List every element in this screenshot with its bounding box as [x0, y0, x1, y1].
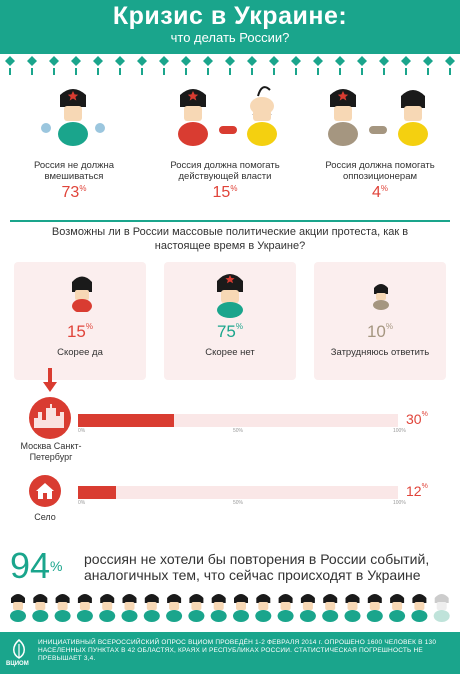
- ornament-motif: [5, 56, 15, 75]
- city-icon: [29, 397, 71, 439]
- answer-card-unsure: 10% Затрудняюсь ответить: [314, 262, 446, 380]
- person-icon: [32, 594, 49, 622]
- bar-value-label: 12%: [406, 483, 428, 499]
- ornament-motif: [357, 56, 367, 75]
- ornament-motif: [225, 56, 235, 75]
- option-2-value: 15%: [212, 184, 238, 201]
- ornament-motif: [137, 56, 147, 75]
- page-subtitle: что делать России?: [170, 30, 290, 45]
- person-icon: [10, 594, 26, 622]
- ornament-motif: [269, 56, 279, 75]
- person-icon: [143, 594, 160, 622]
- tick-label: 50%: [233, 500, 244, 506]
- location-city-label: Москва Санкт-Петербург: [20, 441, 82, 462]
- statement-value: 94%: [10, 545, 63, 586]
- person-icon: [322, 594, 339, 622]
- answer-unsure-label: Затрудняюсь ответить: [330, 347, 430, 358]
- person-icon: [411, 594, 428, 622]
- ornament-motif: [247, 56, 257, 75]
- bar-value-label: 30%: [406, 411, 428, 427]
- person-icon: [188, 594, 205, 622]
- tick-label: 0%: [78, 428, 86, 434]
- person-icon: [121, 594, 138, 622]
- protest-question: Возможны ли в России массовые политическ…: [51, 226, 409, 252]
- ornament-motif: [291, 56, 301, 75]
- ornament-motif: [313, 56, 323, 75]
- person-icon: [255, 594, 272, 622]
- person-icon: [54, 594, 71, 622]
- person-icon: [389, 594, 406, 622]
- option-3-label: Россия должна помогать оппозиционерам: [325, 160, 435, 182]
- ornament-motif: [181, 56, 191, 75]
- footer-brand: ВЦИОМ: [6, 661, 29, 667]
- bar-fill: [78, 486, 117, 499]
- figures-row-94: [10, 594, 450, 622]
- tick-label: 0%: [78, 500, 86, 506]
- ornament-pattern: [0, 48, 460, 75]
- person-icon: [99, 594, 116, 622]
- tick-label: 50%: [233, 428, 244, 434]
- option-1-value: 73%: [61, 184, 87, 201]
- ornament-motif: [71, 56, 81, 75]
- ornament-motif: [115, 56, 125, 75]
- answer-yes-value: 15%: [66, 322, 94, 341]
- answer-card-yes: 15% Скорее да: [14, 262, 146, 380]
- ornament-motif: [379, 56, 389, 75]
- ornament-motif: [49, 56, 59, 75]
- answer-yes-label: Скорее да: [57, 347, 103, 358]
- house-icon: [29, 475, 61, 507]
- footer-text: ИНИЦИАТИВНЫЙ ВСЕРОССИЙСКИЙ ОПРОС ВЦИОМ П…: [38, 639, 437, 662]
- russian-figure-icon: [373, 284, 389, 310]
- person-icon: [299, 594, 316, 622]
- ornament-motif: [335, 56, 345, 75]
- person-icon: [233, 594, 249, 622]
- footer: ВЦИОМ ИНИЦИАТИВНЫЙ ВСЕРОССИЙСКИЙ ОПРОС В…: [0, 632, 460, 674]
- location-village-label: Село: [34, 512, 56, 522]
- bar-track: [78, 486, 398, 499]
- person-icon: [76, 594, 93, 622]
- bar-fill: [78, 414, 174, 427]
- ornament-motif: [445, 56, 455, 75]
- figures-row-1: [41, 86, 428, 146]
- person-icon: [366, 594, 383, 622]
- answer-no-value: 75%: [216, 322, 244, 341]
- person-icon: [277, 594, 294, 622]
- page-title: Кризис в Украине:: [112, 2, 348, 30]
- section-divider: [10, 220, 450, 222]
- option-2-label: Россия должна помогать действующей власт…: [170, 160, 280, 182]
- person-icon: [433, 594, 450, 622]
- option-3-value: 4%: [371, 184, 389, 201]
- ornament-motif: [423, 56, 433, 75]
- answer-unsure-value: 10%: [366, 322, 394, 341]
- russian-figure-icon: [58, 89, 88, 146]
- russian-figure-icon: [217, 274, 243, 318]
- answer-card-no: 75% Скорее нет: [164, 262, 296, 380]
- tick-label: 100%: [393, 500, 406, 506]
- ornament-motif: [27, 56, 37, 75]
- person-icon: [344, 594, 361, 622]
- ornament-motif: [203, 56, 213, 75]
- russian-figure-icon: [72, 276, 92, 312]
- person-icon: [166, 594, 183, 622]
- option-1-label: Россия не должна вмешиваться: [33, 160, 114, 182]
- statement-text: россиян не хотели бы повторения в России…: [84, 551, 430, 583]
- answer-no-label: Скорее нет: [205, 347, 255, 358]
- ornament-motif: [401, 56, 411, 75]
- person-icon: [210, 594, 227, 622]
- vciom-logo-icon: [13, 639, 25, 659]
- header-banner: Кризис в Украине: что делать России?: [0, 0, 460, 48]
- ornament-motif: [159, 56, 169, 75]
- arrow-down-icon: [43, 368, 57, 392]
- ornament-motif: [93, 56, 103, 75]
- tick-label: 100%: [393, 428, 406, 434]
